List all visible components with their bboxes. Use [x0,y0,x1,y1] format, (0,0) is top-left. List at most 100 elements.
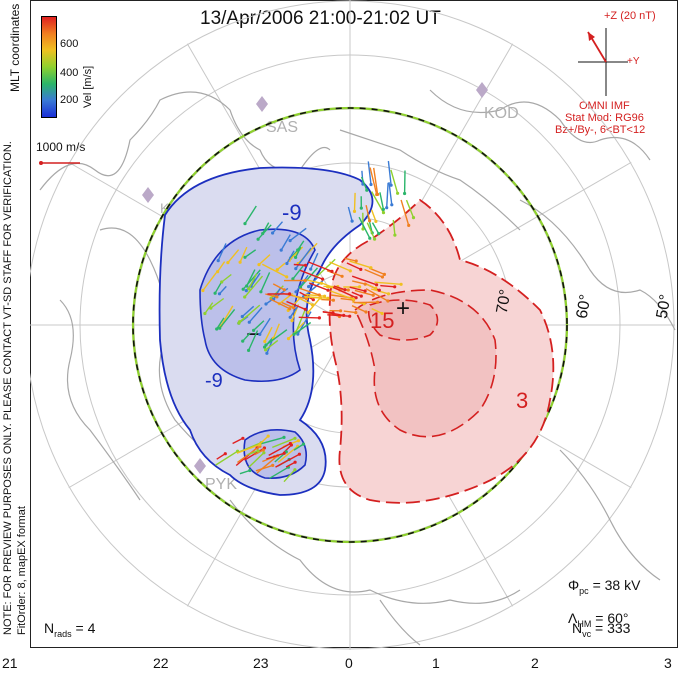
lat-label-60: 60° [574,293,595,320]
velocity-vector [352,280,366,285]
velocity-vector [292,264,305,280]
mlt-tick-1: 1 [432,655,440,671]
velocity-vector-origin [375,192,379,197]
velocity-vector-origin [282,288,286,292]
velocity-vector-origin [317,316,321,320]
velocity-vector [220,305,234,327]
velocity-vector-origin [297,452,301,456]
velocity-vector-origin [374,219,378,223]
velocity-vector-origin [259,290,263,294]
velocity-vector [258,254,271,266]
mlt-tick-2: 2 [531,655,539,671]
velocity-vector [232,437,244,445]
velocity-vector-origin [288,239,292,243]
velocity-vector-origin [393,285,397,289]
velocity-vector [308,282,329,291]
velocity-vector [358,216,371,239]
velocity-vector [387,160,392,186]
coord-label: MLT coordinates [8,3,22,92]
velocity-vector-origin [369,182,373,187]
velocity-vector [272,283,285,291]
velocity-vector [374,281,402,285]
velocity-vector [349,260,372,269]
imf-model: Stat Mod: RG96 [565,112,644,124]
velocity-vector [262,222,270,234]
velocity-vector-origin [279,248,283,252]
stat-nrads-value: = 4 [75,620,96,636]
velocity-vector [286,250,295,264]
velocity-vector-origin [380,275,384,279]
velocity-vector [248,307,263,323]
velocity-vector-origin [275,268,279,272]
velocity-vector-origin [226,261,230,265]
velocity-vectors [201,160,416,483]
velocity-vector-origin [293,436,297,440]
velocity-vector-origin [203,311,207,316]
velocity-vector-origin [342,313,346,317]
velocity-vector [379,192,385,210]
stat-lambda-value: = 60° [595,610,629,626]
velocity-vector [272,323,280,339]
velocity-vector [293,263,306,266]
velocity-vector [360,176,368,191]
velocity-vector-origin [407,223,411,227]
velocity-vector [253,320,265,331]
velocity-vector [289,305,299,318]
velocity-vector [215,450,238,466]
velocity-vector-origin [348,269,352,273]
velocity-vector [307,261,333,273]
velocity-vector-origin [240,314,244,319]
velocity-vector [266,452,285,460]
velocity-vector [368,267,385,276]
velocity-vector [351,291,362,297]
velocity-vector-origin [271,231,275,235]
velocity-vector-origin [321,277,325,281]
velocity-vector [346,262,362,271]
velocity-vector [326,269,343,277]
velocity-vector [299,287,320,296]
velocity-vector-origin [294,267,298,271]
velocity-vector-origin [256,237,260,241]
velocity-vector-origin [262,451,266,455]
velocity-vector [392,219,396,236]
velocity-vector-origin [377,232,381,236]
velocity-vector [272,437,296,449]
velocity-vector-origin [215,327,219,331]
velocity-vector [219,308,236,329]
imf-scale-label: +Z (20 nT) [604,10,656,22]
velocity-vector [295,274,309,293]
velocity-vector-origin [364,310,368,314]
stat-nrads-symbol: N [44,620,55,636]
velocity-vector-origin [288,292,292,296]
velocity-vector [370,191,385,213]
contour-label-pos-inner: 15 [370,308,394,333]
velocity-vector [236,443,261,454]
velocity-vector [280,234,291,251]
velocity-vector-origin [350,219,354,223]
velocity-vector [343,310,356,314]
stat-phi: Φpc = 38 kV [568,577,640,596]
mlt-tick-23: 23 [253,655,269,671]
stat-nrads: Nrads = 4 [44,620,95,639]
velocity-vector-origin [311,298,315,302]
stat-lambda-symbol: Λ [568,610,578,626]
station-pyk: PYK [205,476,237,493]
velocity-vector-origin [247,348,251,352]
velocity-vector [256,455,279,474]
velocity-vector [217,261,226,273]
velocity-vector [254,449,264,456]
velocity-vector-origin [264,348,268,352]
side-note-fitorder: FitOrder: 8, mapEX format [16,506,28,635]
imf-clock [578,28,628,96]
velocity-vector-origin [326,288,330,292]
velocity-vector-origin [380,311,384,316]
velocity-vector [264,326,273,342]
velocity-vector [265,329,288,346]
velocity-vector [286,300,306,310]
velocity-vector [238,304,261,324]
stat-lambda-sub: HM [577,618,592,629]
velocity-vector [269,466,289,479]
velocity-vector-origin [247,320,251,324]
velocity-vector-origin [241,339,245,343]
velocity-vector-origin [339,309,343,313]
